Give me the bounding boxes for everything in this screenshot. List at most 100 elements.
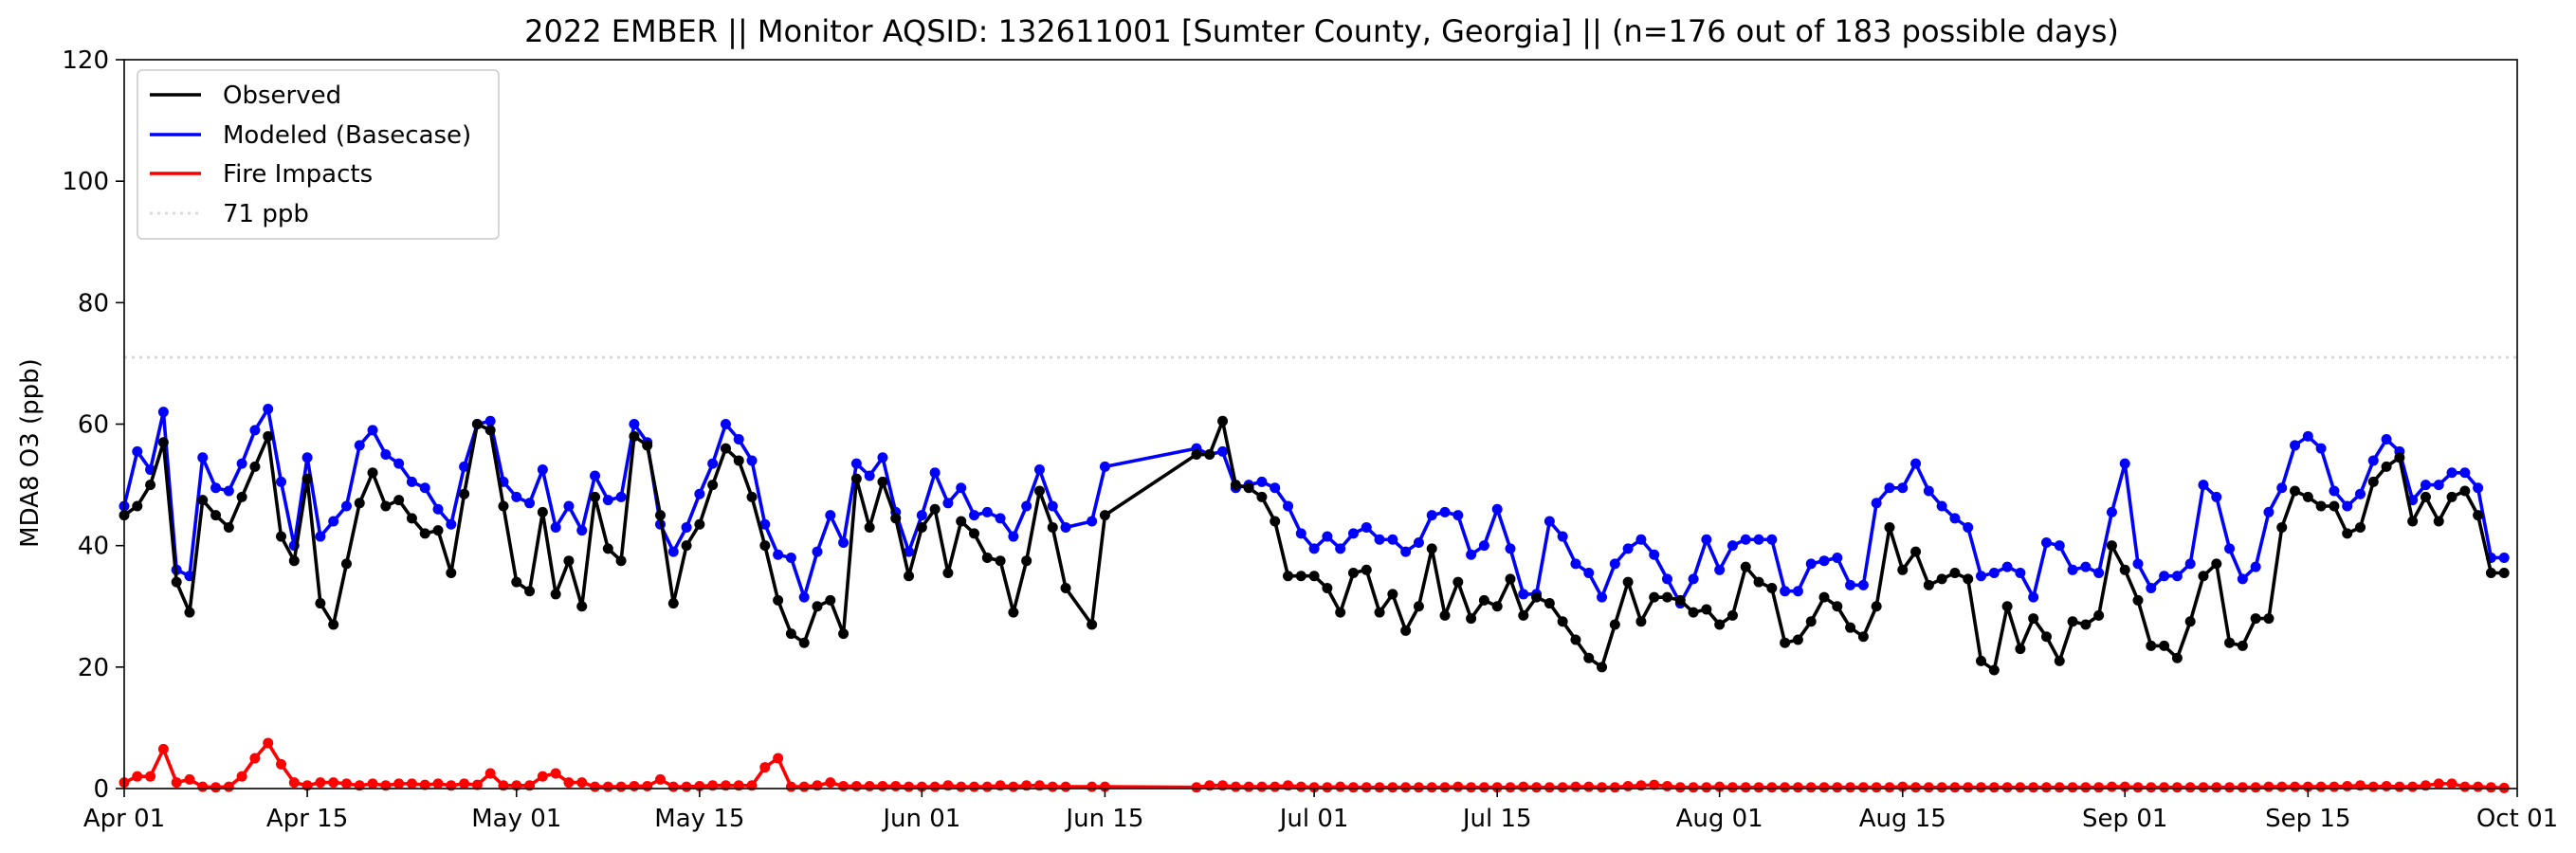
- data-point-modeled-basecase: [249, 425, 261, 436]
- data-point-modeled-basecase: [942, 498, 954, 509]
- data-point-observed: [1335, 607, 1346, 618]
- data-point-fire-impacts: [759, 762, 771, 773]
- data-point-modeled-basecase: [2237, 573, 2248, 585]
- data-point-modeled-basecase: [1505, 543, 1516, 554]
- x-tick-label: Jul 01: [1278, 805, 1349, 833]
- data-point-fire-impacts: [1622, 780, 1634, 791]
- data-point-modeled-basecase: [132, 445, 143, 457]
- data-point-fire-impacts: [1335, 781, 1346, 792]
- data-point-modeled-basecase: [2198, 480, 2209, 491]
- x-tick-label: May 01: [471, 805, 561, 833]
- data-point-modeled-basecase: [969, 510, 979, 521]
- data-point-fire-impacts: [1557, 782, 1568, 793]
- data-point-observed: [1087, 619, 1098, 630]
- chart-title: 2022 EMBER || Monitor AQSID: 132611001 […: [524, 13, 2119, 49]
- data-point-observed: [1963, 573, 1974, 585]
- data-point-observed: [1505, 573, 1516, 585]
- data-point-modeled-basecase: [1923, 485, 1934, 497]
- data-point-fire-impacts: [1400, 782, 1412, 793]
- data-point-fire-impacts: [629, 780, 640, 791]
- data-point-modeled-basecase: [2263, 506, 2275, 517]
- data-point-modeled-basecase: [1688, 573, 1699, 585]
- data-point-fire-impacts: [576, 777, 588, 789]
- y-tick-label: 80: [78, 289, 109, 318]
- data-point-fire-impacts: [2119, 781, 2130, 792]
- data-point-modeled-basecase: [223, 485, 234, 497]
- data-point-observed: [1857, 631, 1869, 643]
- data-point-modeled-basecase: [1726, 540, 1738, 552]
- data-point-observed: [2394, 452, 2405, 463]
- data-point-modeled-basecase: [2302, 430, 2313, 442]
- data-point-observed: [838, 628, 850, 640]
- data-point-modeled-basecase: [1008, 531, 1019, 542]
- data-point-modeled-basecase: [1740, 534, 1751, 545]
- data-point-fire-impacts: [2015, 782, 2026, 793]
- data-point-modeled-basecase: [1256, 476, 1268, 487]
- data-point-fire-impacts: [785, 781, 796, 792]
- data-point-observed: [759, 540, 771, 552]
- data-point-observed: [1936, 573, 1947, 585]
- data-point-modeled-basecase: [1570, 558, 1581, 570]
- data-point-modeled-basecase: [2224, 543, 2236, 554]
- data-point-observed: [850, 473, 862, 484]
- data-point-observed: [288, 555, 300, 567]
- data-point-observed: [746, 491, 758, 502]
- data-point-fire-impacts: [2394, 781, 2405, 792]
- data-point-fire-impacts: [1897, 781, 1909, 792]
- data-point-modeled-basecase: [759, 518, 771, 530]
- series-observed: [119, 415, 2510, 676]
- data-point-fire-impacts: [667, 781, 679, 792]
- data-point-observed: [654, 510, 666, 521]
- data-point-fire-impacts: [1923, 782, 1934, 793]
- data-point-observed: [667, 598, 679, 609]
- data-point-modeled-basecase: [694, 488, 705, 499]
- data-point-observed: [1726, 609, 1738, 621]
- data-point-fire-impacts: [419, 779, 430, 790]
- data-point-observed: [1008, 607, 1019, 618]
- data-point-modeled-basecase: [537, 464, 548, 476]
- data-point-observed: [773, 594, 784, 606]
- data-point-fire-impacts: [2040, 782, 2052, 793]
- data-point-modeled-basecase: [1466, 549, 1477, 560]
- data-point-observed: [432, 525, 444, 536]
- data-point-modeled-basecase: [825, 510, 836, 521]
- data-point-modeled-basecase: [263, 403, 274, 414]
- data-point-fire-impacts: [2080, 782, 2092, 793]
- data-point-observed: [1557, 616, 1568, 627]
- data-point-modeled-basecase: [2171, 571, 2183, 582]
- data-point-modeled-basecase: [315, 531, 326, 542]
- data-point-fire-impacts: [157, 743, 169, 754]
- data-point-modeled-basecase: [1047, 500, 1058, 512]
- data-point-fire-impacts: [916, 781, 927, 792]
- data-point-fire-impacts: [2342, 780, 2353, 791]
- data-point-observed: [1649, 591, 1660, 603]
- data-point-modeled-basecase: [236, 458, 247, 469]
- data-point-fire-impacts: [1060, 781, 1071, 792]
- data-point-fire-impacts: [2093, 782, 2105, 793]
- data-point-fire-impacts: [2381, 780, 2392, 791]
- data-point-fire-impacts: [459, 778, 470, 789]
- data-point-fire-impacts: [2028, 782, 2039, 793]
- x-tick-label: Aug 01: [1676, 805, 1763, 833]
- data-point-modeled-basecase: [864, 470, 875, 481]
- data-point-modeled-basecase: [629, 419, 640, 429]
- data-point-modeled-basecase: [1897, 482, 1909, 494]
- data-point-modeled-basecase: [2459, 467, 2471, 479]
- data-point-observed: [2198, 571, 2209, 582]
- data-point-observed: [537, 506, 548, 517]
- data-point-observed: [1478, 594, 1489, 606]
- data-point-fire-impacts: [1531, 782, 1543, 793]
- data-point-fire-impacts: [1649, 779, 1660, 790]
- data-point-fire-impacts: [537, 771, 548, 782]
- data-point-observed: [419, 528, 430, 539]
- data-point-modeled-basecase: [1963, 521, 1974, 533]
- data-point-fire-impacts: [2446, 778, 2457, 789]
- data-point-modeled-basecase: [1426, 510, 1437, 521]
- series-modeled-basecase: [119, 403, 2510, 609]
- data-point-observed: [707, 480, 719, 491]
- data-point-observed: [1740, 561, 1751, 572]
- data-point-observed: [2263, 613, 2275, 625]
- data-point-fire-impacts: [249, 753, 261, 764]
- data-point-observed: [590, 491, 601, 502]
- data-point-observed: [798, 637, 810, 648]
